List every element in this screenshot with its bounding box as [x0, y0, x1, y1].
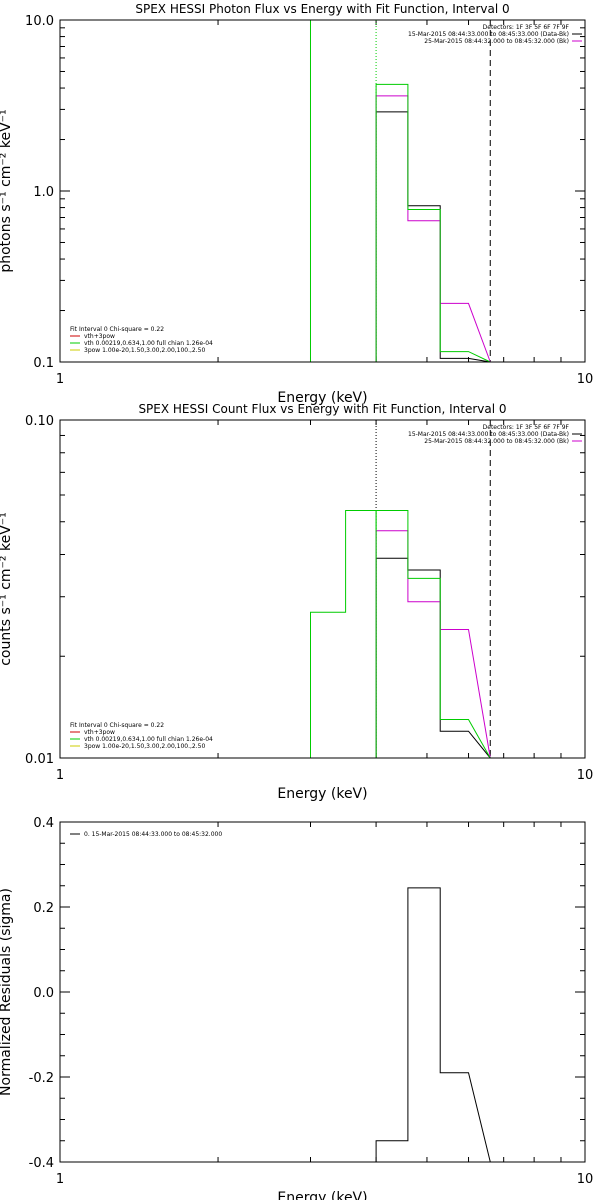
legend-fit-line: vth+3pow [84, 333, 115, 340]
legend-top-right-line: 15-Mar-2015 08:44:33.000 to 08:45:33.000… [408, 431, 569, 438]
x-tick-label: 10 [577, 768, 594, 783]
y-tick-label: 0.4 [33, 816, 54, 831]
y-tick-label: 0.2 [33, 901, 54, 916]
legend-fit-line: vth+3pow [84, 729, 115, 736]
series-step-3 [375, 510, 491, 759]
legend-fit-header: Fit Interval 0 Chi-square = 0.22 [70, 722, 164, 729]
y-tick-label: 0.10 [25, 414, 54, 429]
x-axis-label: Energy (keV) [277, 786, 367, 802]
plot-frame [59, 419, 586, 759]
series-step-1 [375, 887, 491, 1163]
plot-frame [59, 19, 586, 363]
legend-fit-line: 3pow 1.00e-20,1.50,3.00,2.00,100.,2.50 [84, 743, 205, 750]
series-step-1 [375, 557, 491, 759]
legend-top-right-line: 25-Mar-2015 08:44:32.000 to 08:45:32.000… [424, 38, 569, 45]
legend-top-right-line: 15-Mar-2015 08:44:33.000 to 08:45:33.000… [408, 31, 569, 38]
legend-fit-line: vth 0.00219,0.634,1.00 full chian 1.26e-… [84, 736, 213, 743]
chart-3: Energy (keV) Normalized Residuals (sigma)… [0, 816, 594, 1204]
series-step-3 [375, 83, 491, 363]
x-tick-label: 1 [56, 372, 64, 387]
legend-top-right-line: 25-Mar-2015 08:44:32.000 to 08:45:32.000… [424, 438, 569, 445]
chart-title: SPEX HESSI Photon Flux vs Energy with Fi… [135, 2, 509, 16]
y-tick-label: 0.1 [33, 356, 54, 371]
legend-fit-header: Fit Interval 0 Chi-square = 0.22 [70, 326, 164, 333]
chart-title: SPEX HESSI Count Flux vs Energy with Fit… [138, 402, 506, 416]
chart-1: SPEX HESSI Photon Flux vs Energy with Fi… [0, 2, 593, 406]
y-tick-label: 10.0 [25, 14, 54, 29]
x-axis-label: Energy (keV) [277, 1190, 367, 1200]
y-tick-label: -0.4 [29, 1156, 54, 1171]
legend-fit-line: vth 0.00219,0.634,1.00 full chian 1.26e-… [84, 340, 213, 347]
y-tick-label: -0.2 [29, 1071, 54, 1086]
x-tick-label: 1 [56, 768, 64, 783]
series-step-2 [375, 95, 491, 363]
y-tick-label: 0.01 [25, 752, 54, 767]
legend-top-right-line: Detectors: 1F 3F 5F 6F 7F 9F [483, 24, 570, 31]
y-axis-label: counts s⁻¹ cm⁻² keV⁻¹ [0, 512, 14, 666]
x-tick-label: 10 [577, 372, 594, 387]
y-tick-label: 0.0 [33, 986, 54, 1001]
series-step-1 [375, 111, 491, 363]
legend-fit-line: 3pow 1.00e-20,1.50,3.00,2.00,100.,2.50 [84, 347, 205, 354]
series-step-2 [375, 530, 491, 759]
x-axis-label: Energy (keV) [277, 390, 367, 406]
y-tick-label: 1.0 [33, 185, 54, 200]
chart-2: SPEX HESSI Count Flux vs Energy with Fit… [0, 402, 593, 802]
y-axis-label: Normalized Residuals (sigma) [0, 888, 14, 1096]
series-green-low-energy [310, 510, 377, 758]
x-tick-label: 10 [577, 1172, 594, 1187]
legend-residuals: 0. 15-Mar-2015 08:44:33.000 to 08:45:32.… [84, 831, 222, 838]
x-tick-label: 1 [56, 1172, 64, 1187]
plot-frame [59, 821, 586, 1163]
legend-top-right-line: Detectors: 1F 3F 5F 6F 7F 9F [483, 424, 570, 431]
y-axis-label: photons s⁻¹ cm⁻² keV⁻¹ [0, 109, 14, 272]
